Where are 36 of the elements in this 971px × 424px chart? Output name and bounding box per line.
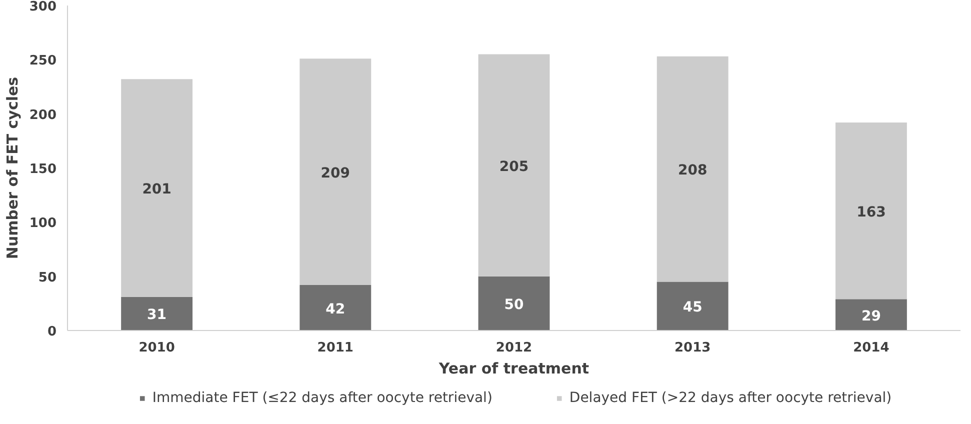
x-tick-label: 2011: [317, 340, 354, 356]
bar: [121, 79, 193, 297]
data-label: 201: [142, 182, 172, 198]
data-label: 209: [320, 165, 350, 182]
y-tick-label: 50: [38, 270, 57, 286]
data-label: 31: [147, 307, 167, 324]
bar: [478, 276, 550, 330]
x-tick-label: 2013: [674, 340, 711, 356]
legend-label: Immediate FET (≤22 days after oocyte retrieval): [152, 390, 492, 406]
data-label: 208: [678, 162, 708, 179]
y-tick-label: 250: [29, 54, 57, 69]
bar: [478, 54, 550, 276]
bar: [300, 58, 372, 285]
data-label: 29: [861, 308, 881, 324]
bar: [656, 282, 728, 330]
data-label: 205: [499, 158, 529, 175]
bar: [835, 122, 907, 300]
x-tick-label: 2014: [853, 340, 890, 356]
data-label: 50: [504, 296, 524, 313]
y-tick-label: 300: [29, 0, 57, 14]
x-tick-label: 2010: [138, 340, 175, 356]
legend-label: Delayed FET (>22 days after oocyte retrieval): [569, 390, 892, 406]
bar: [835, 299, 907, 330]
y-tick-label: 100: [29, 216, 57, 232]
y-tick-label: 200: [29, 108, 57, 123]
x-axis-title: Year of treatment: [438, 360, 590, 378]
bar: [300, 285, 372, 330]
data-label: 42: [326, 301, 346, 318]
y-tick-label: 0: [47, 324, 56, 340]
data-label: 163: [856, 204, 886, 220]
bar: [656, 56, 728, 282]
bar: [121, 296, 193, 330]
y-tick-label: 150: [29, 162, 57, 177]
data-label: 45: [682, 300, 702, 316]
x-tick-label: 2012: [496, 340, 532, 356]
y-axis-title: Number of FET cycles: [3, 76, 22, 260]
